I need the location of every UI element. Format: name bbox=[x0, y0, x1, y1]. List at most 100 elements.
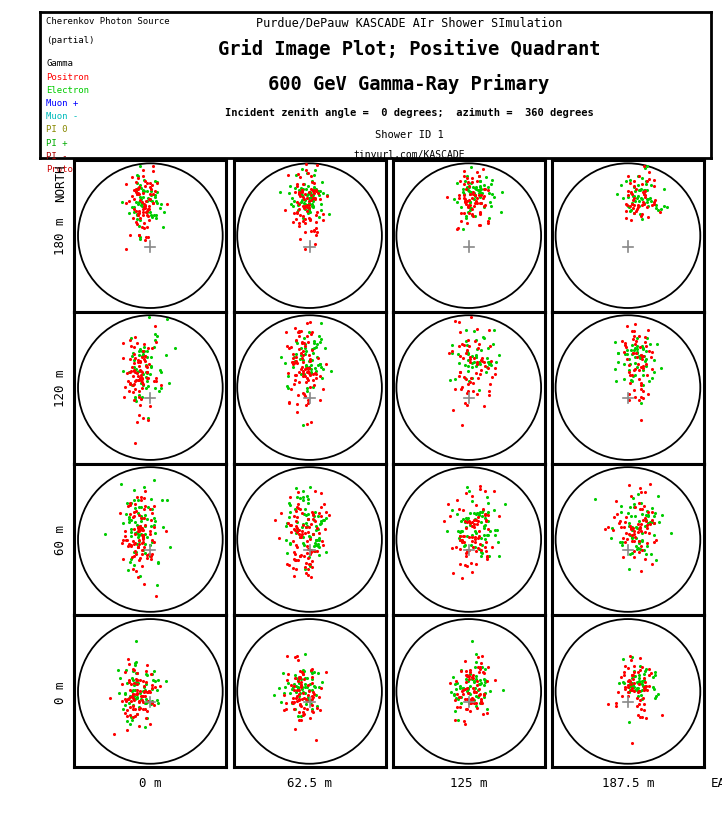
Point bbox=[308, 528, 319, 541]
Point bbox=[639, 486, 651, 499]
Point bbox=[456, 664, 467, 677]
Point bbox=[624, 716, 635, 729]
Point bbox=[464, 204, 476, 217]
Point bbox=[118, 352, 129, 365]
Point bbox=[319, 342, 331, 355]
Point bbox=[462, 364, 474, 378]
Point bbox=[625, 344, 637, 357]
Point bbox=[152, 176, 163, 190]
Point bbox=[478, 522, 490, 535]
Point bbox=[628, 325, 640, 339]
Point bbox=[656, 509, 667, 522]
Point bbox=[453, 222, 464, 236]
Point bbox=[481, 491, 492, 504]
Text: 180 m: 180 m bbox=[54, 217, 67, 255]
Point bbox=[119, 530, 131, 543]
Point bbox=[622, 690, 634, 703]
Point bbox=[634, 535, 645, 548]
Point bbox=[149, 536, 160, 549]
Point bbox=[287, 360, 299, 374]
Point bbox=[481, 545, 492, 558]
Point bbox=[139, 492, 150, 505]
Point bbox=[295, 324, 306, 338]
Point bbox=[614, 535, 626, 548]
Point bbox=[297, 521, 308, 534]
Point bbox=[128, 379, 139, 392]
Point bbox=[303, 552, 314, 565]
Point bbox=[461, 703, 473, 716]
Point bbox=[297, 344, 309, 358]
Point bbox=[130, 366, 142, 380]
Point bbox=[492, 536, 503, 549]
Point bbox=[484, 340, 496, 354]
Point bbox=[438, 514, 449, 528]
Point bbox=[479, 686, 491, 700]
Point bbox=[475, 532, 487, 545]
Point bbox=[665, 527, 677, 540]
Point bbox=[290, 355, 302, 369]
Point bbox=[622, 349, 633, 362]
Point bbox=[622, 507, 633, 520]
Point bbox=[308, 540, 320, 553]
Point bbox=[480, 514, 492, 528]
Point bbox=[455, 515, 466, 528]
Point bbox=[632, 343, 643, 356]
Point bbox=[297, 184, 308, 197]
Point bbox=[608, 524, 619, 538]
Point bbox=[131, 519, 142, 533]
Point bbox=[117, 533, 129, 547]
Point bbox=[316, 534, 328, 548]
Point bbox=[615, 500, 627, 513]
Point bbox=[453, 190, 464, 203]
Point bbox=[628, 685, 640, 698]
Point bbox=[658, 183, 670, 196]
Point bbox=[315, 509, 326, 522]
Point bbox=[637, 692, 648, 706]
Point bbox=[464, 356, 476, 370]
Point bbox=[302, 688, 313, 701]
Point bbox=[130, 659, 142, 672]
Point bbox=[127, 692, 139, 706]
Point bbox=[462, 176, 474, 190]
Point bbox=[621, 533, 632, 547]
Point bbox=[316, 372, 328, 385]
Point bbox=[131, 218, 143, 232]
Point bbox=[472, 510, 484, 523]
Point bbox=[453, 692, 464, 706]
Point bbox=[300, 164, 312, 177]
Point bbox=[631, 691, 643, 705]
Point bbox=[304, 559, 316, 573]
Point bbox=[131, 337, 143, 350]
Point bbox=[638, 697, 650, 711]
Point bbox=[136, 510, 147, 523]
Point bbox=[481, 550, 492, 563]
Point bbox=[456, 524, 468, 538]
Point bbox=[134, 686, 146, 700]
Point bbox=[303, 205, 314, 218]
Point bbox=[145, 182, 157, 196]
Point bbox=[461, 170, 472, 183]
Point bbox=[626, 531, 638, 544]
Point bbox=[639, 553, 651, 566]
Point bbox=[469, 189, 481, 202]
Point bbox=[488, 484, 500, 497]
Point bbox=[303, 568, 314, 582]
Point bbox=[142, 512, 153, 526]
Point bbox=[276, 351, 287, 364]
Point bbox=[280, 533, 292, 547]
Point bbox=[627, 325, 638, 339]
Point bbox=[457, 186, 469, 199]
Point bbox=[458, 207, 469, 221]
Point bbox=[308, 380, 320, 393]
Point bbox=[124, 508, 136, 522]
Point bbox=[630, 183, 642, 196]
Point bbox=[305, 194, 317, 207]
Point bbox=[641, 537, 653, 550]
Point bbox=[452, 677, 464, 691]
Point bbox=[296, 681, 308, 694]
Point bbox=[636, 683, 648, 696]
Point bbox=[291, 541, 303, 554]
Point bbox=[130, 504, 142, 517]
Point bbox=[625, 675, 636, 689]
Point bbox=[650, 689, 661, 702]
